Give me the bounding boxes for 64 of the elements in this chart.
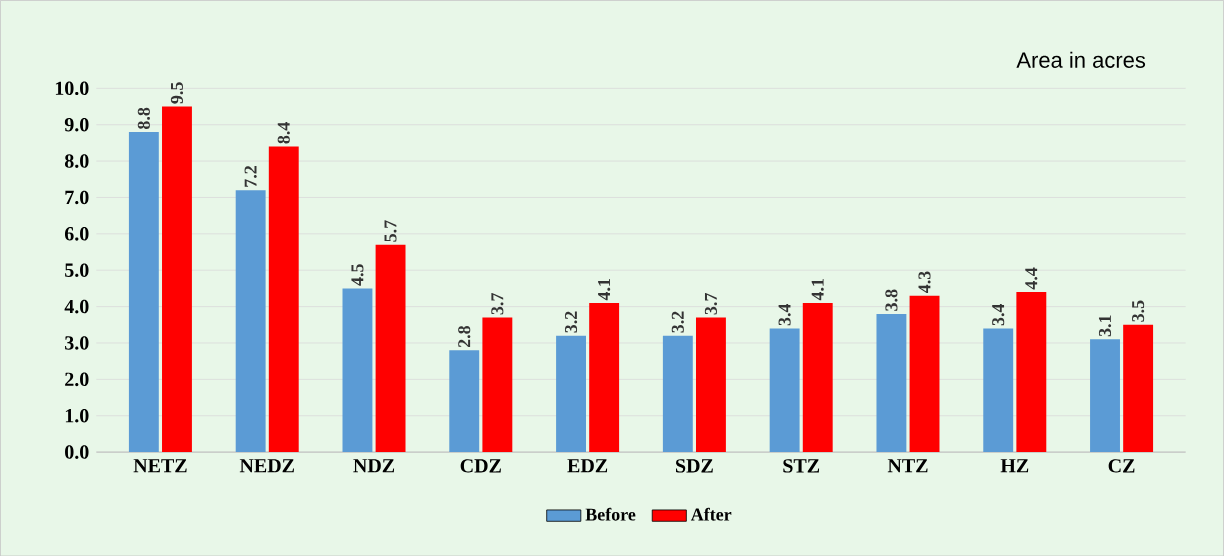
y-tick-label: 1.0 [65,408,89,423]
y-tick-label: 9.0 [64,117,89,132]
bar [128,131,159,452]
data-label: 3.7 [704,292,718,315]
bar [876,313,907,452]
data-label: 3.5 [1132,300,1145,322]
bar [983,328,1014,452]
data-label: 8.4 [277,121,290,144]
data-label: 3.8 [885,289,898,311]
bar [662,335,693,452]
y-tick-label: 7.0 [65,190,89,205]
bar [1016,291,1047,452]
bar [695,317,726,452]
x-tick-label: NDZ [353,458,395,473]
data-label: 3.2 [671,311,684,333]
bar [556,335,586,452]
data-label: 8.8 [137,107,150,129]
y-tick-label: 2.0 [65,372,89,386]
data-label: 4.1 [598,278,611,301]
data-label: 4.5 [351,263,364,286]
x-tick-label: NTZ [887,458,928,473]
y-tick-label: 8.0 [64,154,89,168]
data-label: 3.1 [1098,315,1112,337]
data-label: 3.4 [992,303,1005,326]
x-tick-label: EDZ [567,458,608,473]
y-tick-label: 4.0 [64,299,89,314]
data-label: 9.5 [170,82,184,104]
y-tick-label: 5.0 [65,263,89,277]
y-tick-label: 3.0 [65,335,89,350]
bar [375,244,406,452]
data-label: 7.2 [244,165,257,187]
bar [909,295,940,452]
bar [268,146,299,452]
x-tick-label: HZ [1000,458,1029,473]
x-tick-label: SDZ [676,458,713,473]
chart-title: Area in acres [1016,51,1146,68]
x-tick-label: CDZ [460,458,501,473]
data-label: 3.2 [564,311,578,333]
bar [482,317,513,452]
y-tick-label: 0.0 [65,445,89,459]
bar [1090,339,1120,452]
x-tick-label: STZ [783,458,820,473]
bar [769,328,800,452]
data-label: 4.1 [811,278,824,301]
data-label: 4.3 [918,271,931,293]
bar [589,302,620,452]
bar [802,302,833,452]
data-label: 3.7 [491,292,504,315]
bar [449,350,480,452]
data-label: 4.4 [1025,267,1038,290]
bar [162,106,192,452]
y-tick-label: 10.0 [55,81,89,95]
data-label: 2.8 [458,325,471,347]
bar [342,288,373,452]
y-tick-label: 6.0 [64,226,89,241]
legend-label: Before [585,507,636,521]
bar [235,189,266,452]
data-label: 3.4 [778,303,791,326]
x-tick-label: CZ [1108,458,1135,473]
bar [1123,324,1154,452]
legend-label: After [690,507,732,521]
x-tick-label: NETZ [133,458,187,473]
x-tick-label: NEDZ [239,458,294,473]
data-label: 5.7 [384,220,397,242]
